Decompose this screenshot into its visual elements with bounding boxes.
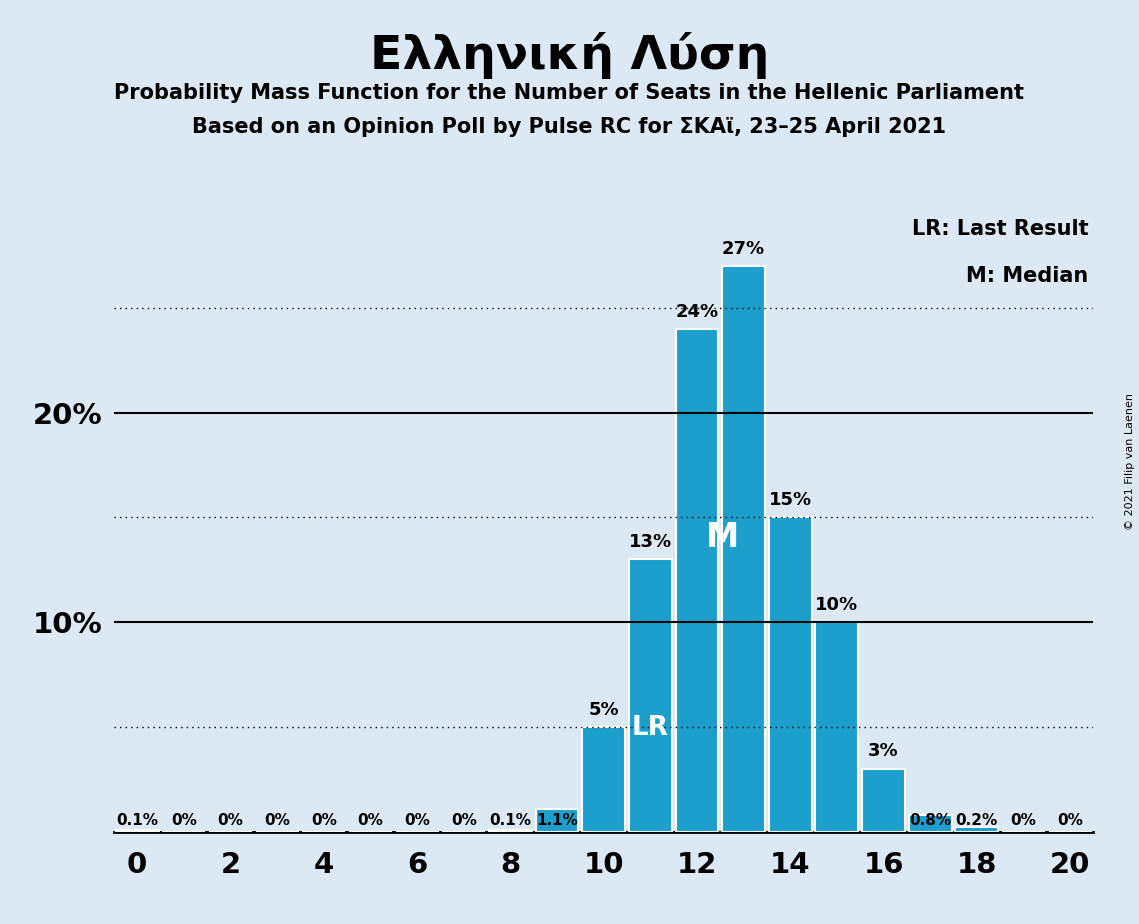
Text: 0%: 0% <box>218 813 244 829</box>
Bar <box>116 830 158 832</box>
Text: 27%: 27% <box>722 239 765 258</box>
Bar <box>862 769 906 832</box>
Bar <box>489 830 532 832</box>
Text: 0%: 0% <box>311 813 337 829</box>
Text: 0.1%: 0.1% <box>490 813 532 829</box>
Text: 0%: 0% <box>404 813 431 829</box>
Text: Based on an Opinion Poll by Pulse RC for ΣΚΑϊ, 23–25 April 2021: Based on an Opinion Poll by Pulse RC for… <box>192 117 947 138</box>
Text: 0.2%: 0.2% <box>956 813 998 829</box>
Text: 0%: 0% <box>451 813 477 829</box>
Text: M: Median: M: Median <box>966 266 1089 286</box>
Text: 13%: 13% <box>629 533 672 551</box>
Text: 0%: 0% <box>1010 813 1036 829</box>
Text: M: M <box>706 521 739 554</box>
Text: 0.1%: 0.1% <box>116 813 158 829</box>
Bar <box>909 815 952 832</box>
Text: 10%: 10% <box>816 596 859 614</box>
Bar <box>535 808 579 832</box>
Bar <box>722 266 765 832</box>
Text: 0%: 0% <box>264 813 290 829</box>
Text: Probability Mass Function for the Number of Seats in the Hellenic Parliament: Probability Mass Function for the Number… <box>115 83 1024 103</box>
Bar <box>675 329 719 832</box>
Text: © 2021 Filip van Laenen: © 2021 Filip van Laenen <box>1125 394 1134 530</box>
Text: 5%: 5% <box>589 700 618 719</box>
Bar <box>629 559 672 832</box>
Text: LR: Last Result: LR: Last Result <box>912 219 1089 239</box>
Bar <box>956 827 998 832</box>
Text: Ελληνική Λύση: Ελληνική Λύση <box>370 32 769 79</box>
Text: 3%: 3% <box>868 742 899 760</box>
Bar <box>769 517 812 832</box>
Text: 0%: 0% <box>1057 813 1083 829</box>
Text: LR: LR <box>632 715 669 741</box>
Text: 15%: 15% <box>769 491 812 509</box>
Bar <box>816 622 859 832</box>
Text: 0%: 0% <box>171 813 197 829</box>
Text: 0.8%: 0.8% <box>909 813 951 829</box>
Text: 24%: 24% <box>675 302 719 321</box>
Text: 0%: 0% <box>358 813 384 829</box>
Bar <box>582 727 625 832</box>
Text: 1.1%: 1.1% <box>536 813 577 829</box>
